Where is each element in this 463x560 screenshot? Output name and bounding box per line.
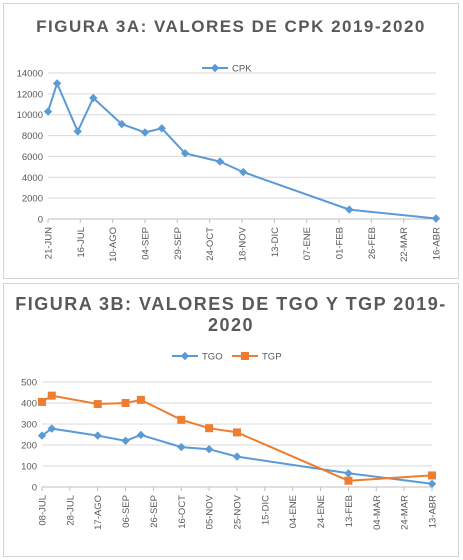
- data-point-tgp: [38, 397, 46, 406]
- chart-title-cpk: FIGURA 3A: VALORES DE CPK 2019-2020: [36, 17, 426, 36]
- data-point-tgo: [204, 445, 214, 454]
- legend-marker-tgo: [180, 351, 190, 361]
- data-point-tgp: [136, 395, 145, 404]
- data-point-cpk: [345, 205, 354, 214]
- data-point-cpk: [43, 107, 53, 116]
- data-point-tgo: [344, 469, 353, 478]
- x-tick-label: 01-FEB: [335, 227, 346, 259]
- y-tick-label: 2000: [22, 194, 43, 205]
- data-point-tgp: [344, 476, 353, 485]
- legend-label-tgo: TGO: [202, 352, 223, 363]
- x-tick-label: 17-AGO: [93, 495, 104, 530]
- data-point-cpk: [431, 214, 441, 223]
- x-tick-label: 26-SEP: [149, 495, 160, 528]
- x-tick-label: 24-ENE: [316, 495, 327, 528]
- legend-marker-cpk: [210, 63, 220, 73]
- x-tick-label: 04-MAR: [372, 495, 383, 530]
- y-tick-label: 200: [21, 441, 37, 452]
- data-point-cpk: [89, 93, 98, 103]
- x-tick-label: 10-AGO: [108, 227, 119, 262]
- x-tick-label: 22-MAR: [399, 227, 410, 262]
- x-tick-label: 15-DIC: [260, 495, 271, 525]
- y-tick-label: 300: [21, 420, 37, 431]
- x-tick-label: 16-JUL: [76, 227, 87, 258]
- data-point-tgp: [47, 391, 56, 400]
- y-tick-label: 400: [21, 399, 37, 410]
- x-tick-label: 13-DIC: [270, 227, 281, 257]
- x-tick-label: 04-ENE: [288, 495, 299, 528]
- legend-marker-tgp: [241, 352, 249, 360]
- x-tick-label: 25-NOV: [233, 494, 244, 529]
- series-line-tgp: [41, 394, 433, 482]
- y-tick-label: 100: [21, 462, 37, 473]
- x-tick-label: 21-JUN: [44, 227, 55, 259]
- x-tick-label: 13-ABR: [428, 495, 439, 528]
- data-point-cpk: [157, 124, 166, 133]
- data-point-tgo: [427, 479, 437, 488]
- data-point-cpk: [73, 127, 82, 136]
- x-tick-label: 16-OCT: [177, 495, 188, 529]
- x-tick-label: 06-SEP: [121, 495, 132, 528]
- data-point-tgp: [93, 400, 102, 409]
- y-tick-label: 4000: [22, 173, 43, 184]
- y-tick-label: 500: [21, 378, 37, 389]
- y-tick-label: 14000: [17, 69, 43, 80]
- data-point-tgo: [136, 430, 146, 440]
- series-line-cpk: [47, 80, 437, 220]
- data-point-cpk: [117, 119, 126, 129]
- data-point-tgo: [232, 452, 242, 461]
- x-tick-label: 29-SEP: [173, 227, 184, 260]
- data-point-cpk: [180, 149, 190, 158]
- x-tick-label: 16-ABR: [432, 227, 443, 260]
- data-point-cpk: [140, 128, 150, 137]
- data-point-tgp: [428, 471, 436, 480]
- data-point-tgo: [93, 431, 102, 440]
- legend-label-cpk: CPK: [232, 64, 252, 75]
- y-tick-label: 8000: [22, 131, 43, 142]
- data-point-tgp: [121, 399, 130, 407]
- y-tick-label: 10000: [17, 110, 43, 121]
- x-tick-label: 18-NOV: [238, 226, 249, 261]
- data-point-tgp: [233, 428, 241, 437]
- y-tick-label: 6000: [22, 152, 43, 163]
- data-point-tgp: [205, 424, 214, 433]
- data-point-tgp: [177, 415, 186, 424]
- chart-panel-cpk: FIGURA 3A: VALORES DE CPK 2019-2020 0 200…: [3, 3, 459, 279]
- legend-label-tgp: TGP: [262, 352, 282, 363]
- data-point-tgo: [177, 442, 186, 452]
- x-tick-label: 24-OCT: [205, 227, 216, 261]
- data-point-tgo: [47, 424, 56, 433]
- x-tick-label: 24-MAR: [400, 495, 411, 530]
- data-point-tgo: [121, 436, 130, 445]
- x-tick-label: 13-FEB: [344, 495, 355, 527]
- x-tick-label: 07-ENE: [302, 227, 313, 260]
- tgo-tgp-line-chart: 0 100 200 300 400 500 08-JUL 28-JUL 17-AGO 06-SEP…: [21, 351, 439, 530]
- y-tick-label: 12000: [17, 89, 43, 100]
- data-point-cpk: [52, 79, 62, 88]
- x-tick-label: 05-NOV: [205, 494, 216, 529]
- y-tick-label: 0: [32, 483, 37, 494]
- x-tick-label: 04-SEP: [141, 227, 152, 260]
- data-point-cpk: [239, 167, 248, 177]
- chart-title-tgo-tgp: FIGURA 3B: VALORES DE TGO Y TGP 2019-202…: [15, 294, 447, 335]
- data-point-tgo: [37, 431, 47, 440]
- x-tick-label: 28-JUL: [65, 495, 76, 526]
- data-point-cpk: [215, 157, 225, 166]
- y-tick-label: 0: [38, 215, 43, 226]
- x-tick-label: 08-JUL: [38, 495, 49, 526]
- chart-panel-tgo-tgp: FIGURA 3B: VALORES DE TGO Y TGP 2019-202…: [3, 283, 459, 557]
- x-tick-label: 26-FEB: [367, 227, 378, 259]
- cpk-line-chart: 0 2000 4000 6000 8000 10000 12000 14000 21-JUN 16…: [17, 63, 443, 262]
- series-line-tgo: [41, 427, 433, 485]
